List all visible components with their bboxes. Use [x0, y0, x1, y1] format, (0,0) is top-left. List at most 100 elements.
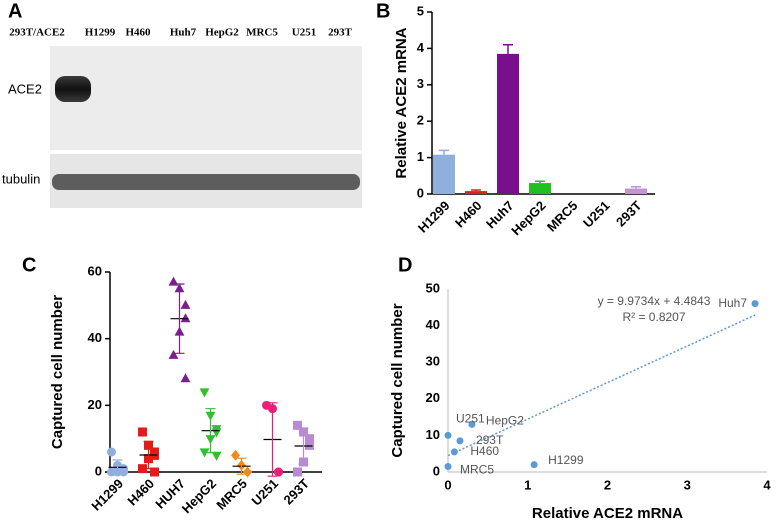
dot: [180, 313, 191, 323]
bar: [497, 53, 519, 194]
x-tick-label: 2: [604, 477, 611, 492]
x-tick-label: H460: [124, 476, 157, 509]
dot: [119, 464, 128, 474]
lane-label: HepG2: [205, 27, 239, 39]
error-bar: [631, 185, 641, 189]
bar: [433, 154, 455, 194]
row-label: ACE2: [8, 81, 42, 96]
blot-band: [52, 174, 360, 190]
y-tick-label: 0: [433, 463, 440, 478]
dot: [138, 427, 147, 437]
r-squared: R² = 0.8207: [622, 310, 685, 324]
point: [444, 463, 452, 471]
dot: [293, 467, 302, 477]
dot: [168, 349, 179, 359]
sd-whisker: [143, 440, 154, 470]
y-tick-label: 3: [417, 76, 424, 91]
point-label: 293T: [476, 433, 504, 447]
error-bar: [535, 180, 545, 184]
dot: [305, 434, 314, 444]
dot: [180, 373, 191, 383]
y-tick-label: 0: [417, 185, 424, 200]
x-tick-label: H460: [452, 198, 485, 231]
y-tick-label: 5: [417, 3, 424, 18]
y-axis-label: Captured cell number: [389, 303, 406, 457]
dot: [199, 448, 210, 458]
x-tick-label: 293T: [280, 476, 312, 508]
x-tick-label: 4: [763, 477, 771, 492]
y-tick-label: 60: [88, 263, 102, 278]
lane-label: U251: [292, 27, 316, 39]
y-tick-label: 0: [95, 463, 102, 478]
lane-label: MRC5: [246, 27, 278, 39]
x-tick-label: MRC5: [213, 476, 250, 513]
x-tick-label: MRC5: [544, 198, 581, 235]
lane-label: H460: [125, 27, 151, 39]
x-tick-label: U251: [248, 476, 281, 509]
y-tick-label: 1: [417, 149, 424, 164]
dot: [274, 467, 283, 477]
x-tick-label: H1299: [88, 476, 126, 514]
blot-panel: A ACE2 tubulin: [2, 0, 362, 208]
sd-whisker: [174, 283, 185, 354]
x-tick-label: U251: [580, 198, 613, 231]
point-label: Huh7: [718, 296, 747, 310]
x-tick-label: 293T: [613, 198, 645, 230]
y-tick-label: 2: [417, 113, 424, 128]
sd-whisker: [205, 408, 216, 454]
point: [456, 437, 464, 445]
point-label: MRC5: [460, 463, 494, 477]
dot: [305, 440, 314, 450]
point: [450, 448, 458, 456]
error-bar: [503, 44, 513, 54]
dot: [243, 466, 252, 478]
panel-label: B: [376, 0, 390, 22]
dot: [211, 451, 222, 461]
y-axis-label: Captured cell number: [49, 295, 66, 449]
y-tick-label: 30: [426, 354, 440, 369]
y-tick-label: 40: [426, 317, 440, 332]
point-label: H460: [470, 444, 499, 458]
point-label: H1299: [548, 453, 584, 467]
y-tick-label: 50: [426, 280, 440, 295]
blot-membrane: [50, 46, 362, 150]
dot: [138, 464, 147, 474]
panel-label: C: [22, 254, 36, 276]
lane-label: Huh7: [170, 27, 197, 39]
x-tick-label: 3: [684, 477, 691, 492]
panel-label: A: [8, 0, 22, 22]
sd-whisker: [298, 427, 309, 465]
sd-whisker: [112, 459, 123, 476]
point: [751, 300, 759, 308]
dot: [180, 299, 191, 309]
error-bar: [439, 149, 449, 155]
y-tick-label: 20: [88, 397, 102, 412]
bar: [625, 188, 647, 194]
dot: [231, 449, 240, 461]
dot: [107, 447, 116, 457]
trendline: [447, 314, 756, 457]
lane-label: H1299: [85, 27, 116, 39]
row-label: tubulin: [2, 171, 40, 186]
lane-label: 293T/ACE2: [9, 27, 65, 39]
point: [530, 461, 538, 469]
sd-whisker: [236, 457, 247, 475]
equation: y = 9.9734x + 4.4843: [598, 294, 711, 308]
y-axis-label: Relative ACE2 mRNA: [393, 27, 410, 178]
x-tick-label: HepG2: [179, 476, 219, 516]
y-tick-label: 4: [417, 40, 425, 55]
y-tick-label: 40: [88, 330, 102, 345]
point: [468, 420, 476, 428]
lane-label: 293T: [328, 27, 353, 39]
x-tick-label: 1: [524, 477, 531, 492]
point-label: HepG2: [486, 414, 524, 428]
blot-band: [55, 76, 91, 102]
x-tick-label: HepG2: [508, 198, 548, 238]
x-tick-label: 0: [444, 477, 451, 492]
dot: [150, 467, 159, 477]
dot: [199, 388, 210, 398]
panel-label: D: [398, 254, 412, 276]
y-tick-label: 20: [426, 390, 440, 405]
bar: [465, 191, 487, 194]
